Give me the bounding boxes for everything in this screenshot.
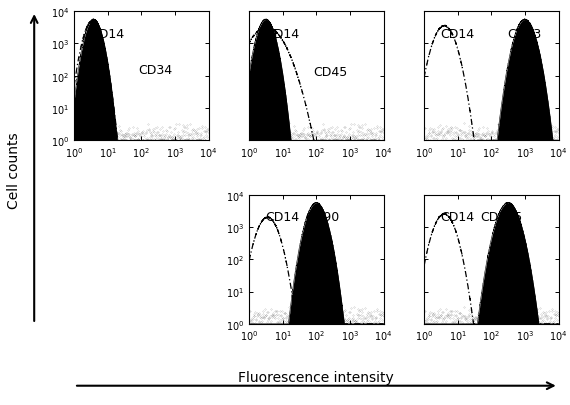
Text: CD73: CD73 — [507, 28, 542, 40]
Text: CD14: CD14 — [265, 28, 299, 40]
Text: CD105: CD105 — [481, 211, 523, 224]
Text: CD14: CD14 — [265, 211, 299, 224]
Text: CD14: CD14 — [90, 28, 124, 40]
Text: CD90: CD90 — [306, 211, 340, 224]
Text: CD34: CD34 — [139, 64, 173, 77]
Text: CD14: CD14 — [440, 211, 474, 224]
Text: CD14: CD14 — [440, 28, 474, 40]
Text: Cell counts: Cell counts — [7, 132, 21, 208]
Text: Fluorescence intensity: Fluorescence intensity — [238, 370, 394, 384]
Text: CD45: CD45 — [314, 66, 348, 79]
